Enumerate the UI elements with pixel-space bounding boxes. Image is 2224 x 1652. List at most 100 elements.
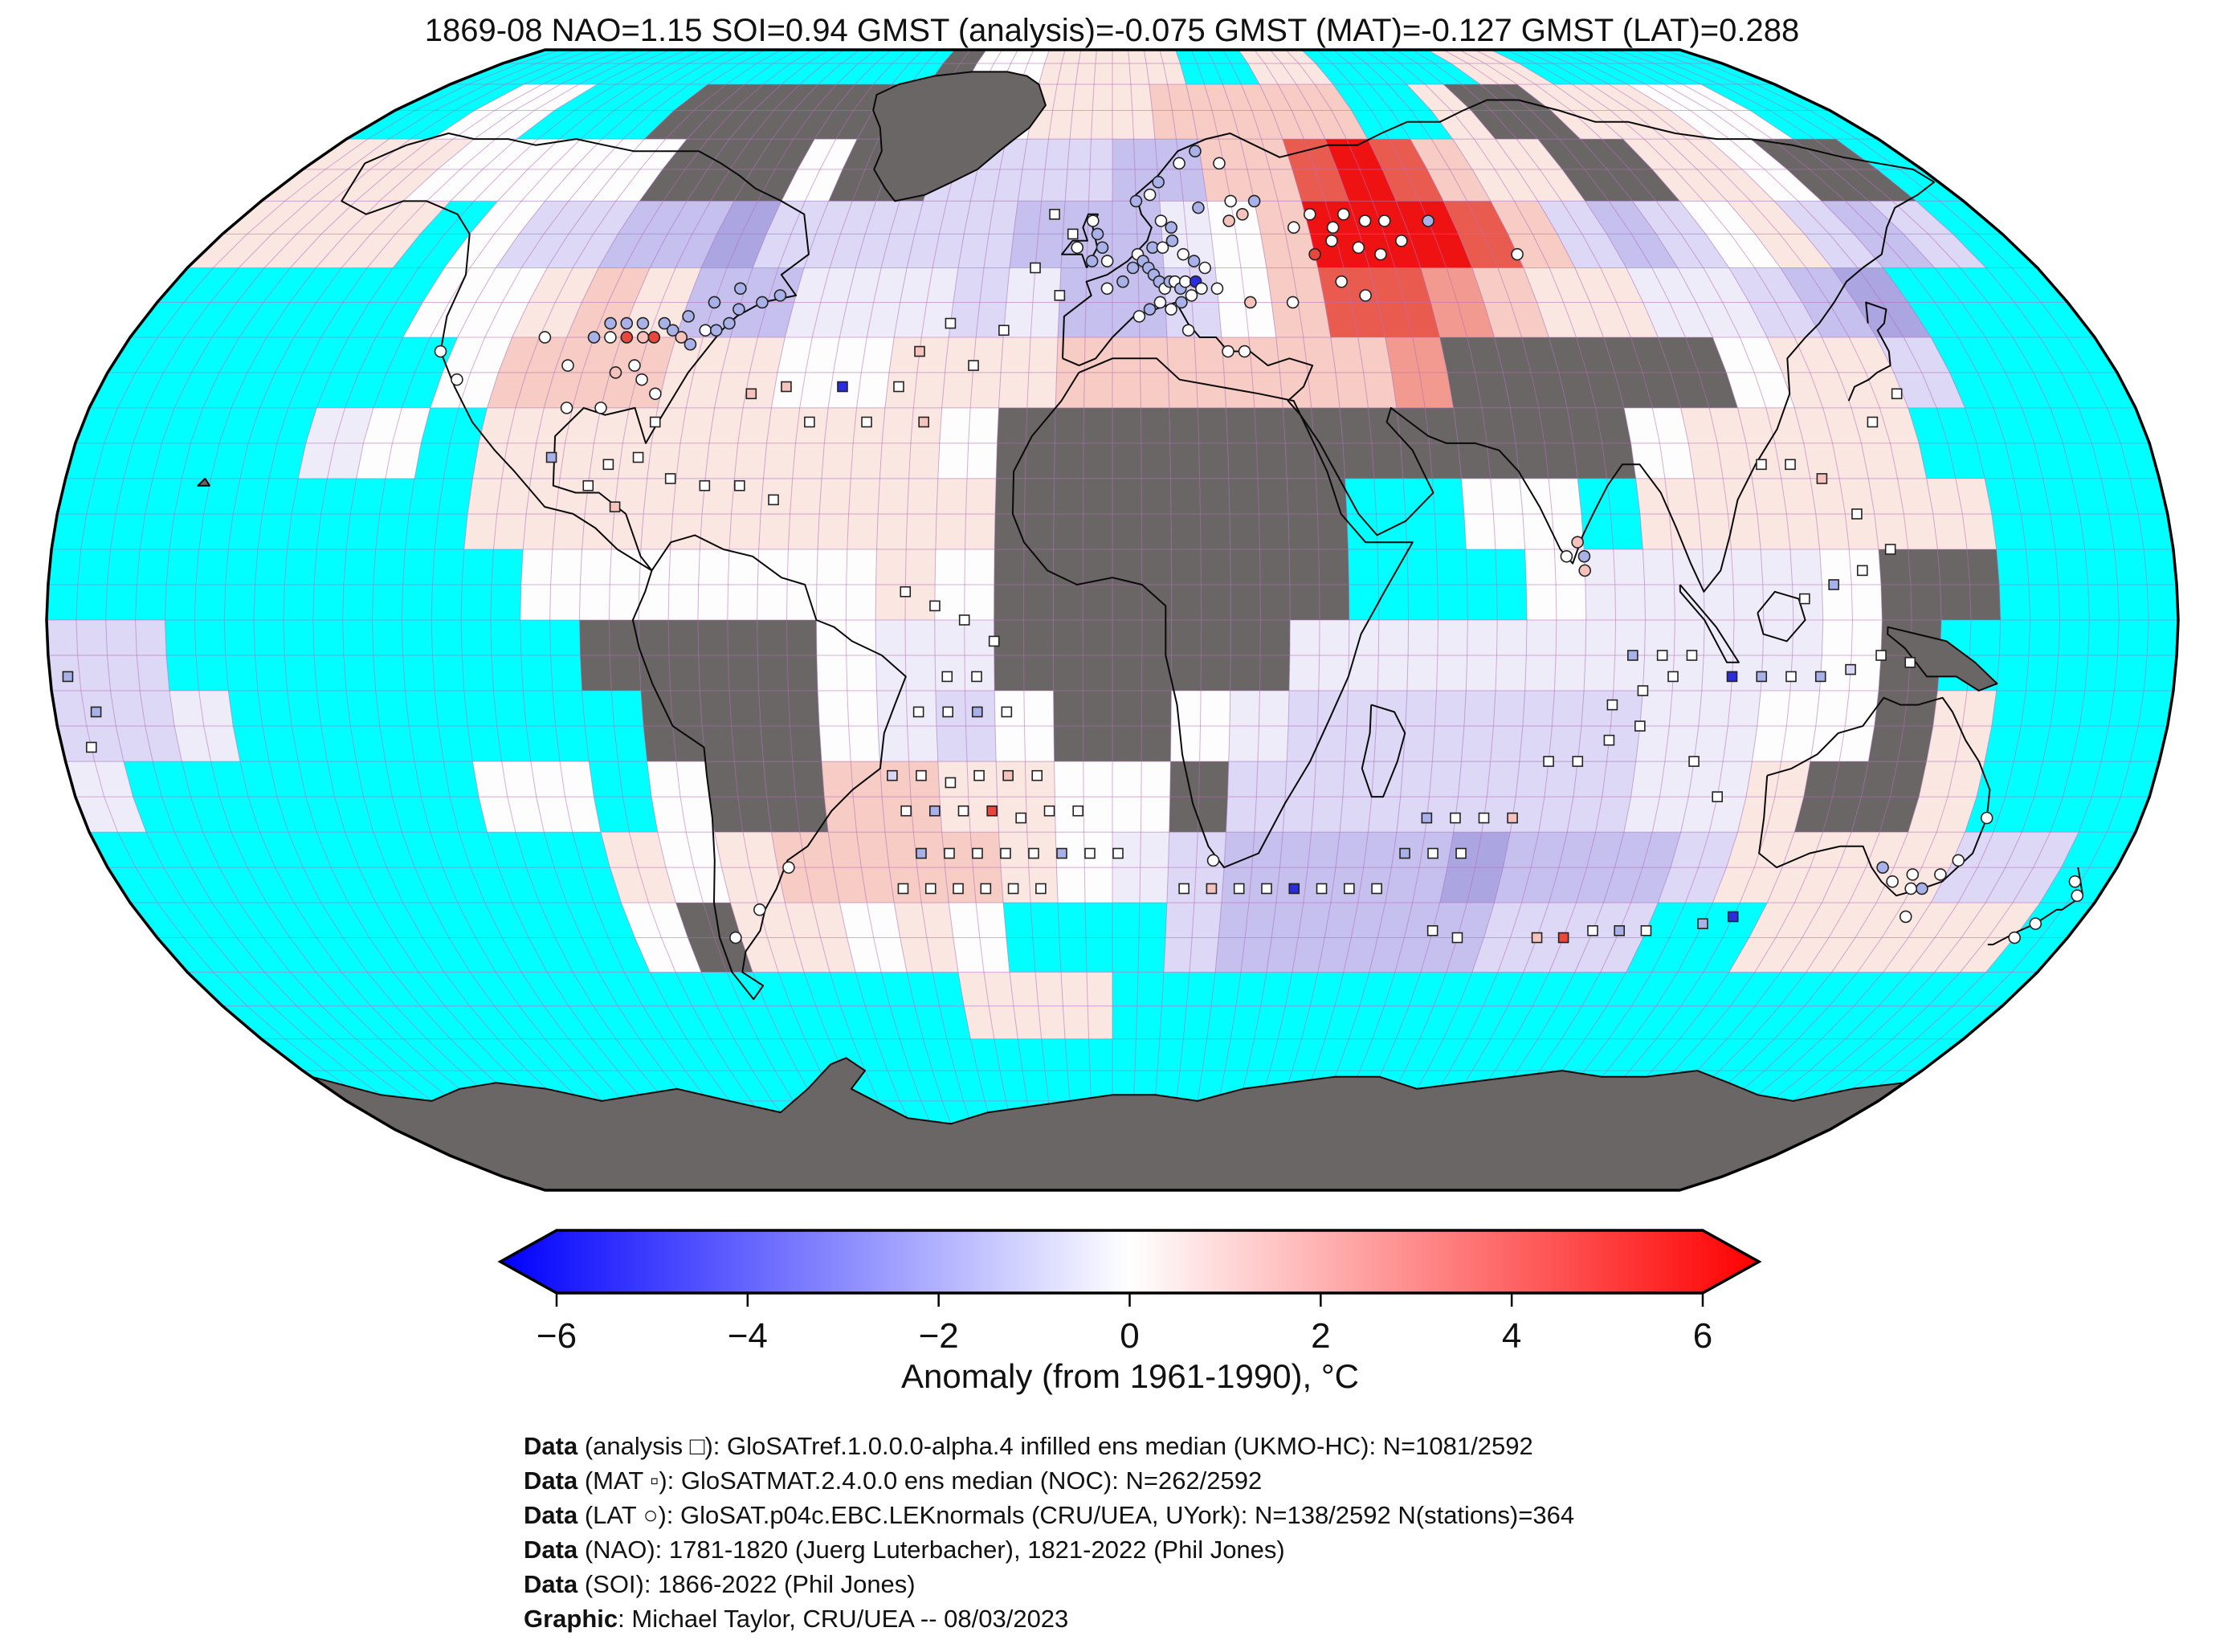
mat-square-marker [1543, 756, 1554, 767]
lat-station-marker [1422, 214, 1434, 227]
graticule-meridian [1082, 49, 1097, 1191]
footer-label: Data [524, 1432, 578, 1460]
mat-square-marker [1426, 925, 1438, 936]
lat-station-marker [2029, 917, 2042, 930]
footer-text: (SOI): 1866-2022 (Phil Jones) [577, 1570, 916, 1598]
lat-station-marker [1899, 910, 1912, 924]
footer-label: Data [524, 1501, 578, 1529]
lat-station-marker [1181, 324, 1195, 337]
mat-square-marker [1785, 459, 1796, 471]
mat-square-marker [893, 381, 904, 393]
mat-square-marker [900, 585, 912, 598]
graticule-meridian [1022, 49, 1066, 1191]
lat-station-marker [1934, 868, 1947, 881]
mat-square-marker [1756, 459, 1767, 471]
grid-cell [1070, 84, 1112, 140]
mat-square-marker [1344, 883, 1355, 895]
mat-square-marker [1884, 544, 1896, 555]
mat-square-marker [602, 459, 614, 471]
mat-square-marker [986, 805, 998, 817]
graticule-meridian [1395, 49, 1647, 1191]
lat-station-marker [1560, 549, 1573, 563]
lat-station-marker [1165, 235, 1179, 247]
grid-cell [1065, 139, 1112, 202]
graticule-meridian [401, 49, 735, 1191]
lat-station-marker [709, 324, 723, 337]
colorbar-bar [497, 1229, 1762, 1295]
hawaii-coastline [197, 477, 210, 487]
grid-cell [444, 201, 545, 268]
graticule-meridian [1600, 49, 2031, 1191]
mat-square-marker [1667, 671, 1679, 683]
lat-station-marker [1224, 194, 1237, 208]
colorbar: −6 −4 −2 0 2 4 6 [497, 1229, 1762, 1356]
lat-station-marker [1906, 868, 1920, 881]
mat-square-marker [1455, 847, 1467, 859]
lat-station-marker [1247, 194, 1261, 208]
graticule-meridian [194, 49, 625, 1191]
lat-station-marker [1165, 303, 1177, 316]
lat-station-marker [2071, 889, 2084, 903]
mat-square-marker [1233, 883, 1245, 895]
grid-cell [1149, 84, 1198, 140]
lat-station-marker [1374, 247, 1387, 261]
lat-station-marker [1395, 235, 1408, 247]
coastlines [197, 71, 2084, 1191]
graticule-meridian [875, 49, 987, 1191]
graticule-meridian [1301, 49, 1468, 1191]
grid-cell [1112, 50, 1149, 84]
grid-cell [1590, 84, 1708, 140]
lat-station-marker [649, 387, 662, 401]
lat-station-marker [658, 316, 671, 330]
footer-label: Data [524, 1570, 578, 1598]
mat-square-marker [609, 501, 621, 512]
lat-station-marker [666, 324, 679, 337]
sumatra-coastline [1679, 584, 1740, 663]
graticule-meridian [1506, 49, 1854, 1191]
mat-square-marker [837, 381, 848, 393]
footer-line-analysis: Data (analysis □): GloSATref.1.0.0.0-alp… [524, 1429, 1574, 1463]
mat-square-marker [664, 473, 676, 484]
mat-square-marker [1875, 650, 1887, 661]
graticule-meridian [1269, 49, 1410, 1191]
lat-station-marker [1154, 214, 1168, 227]
mat-square-marker [944, 847, 955, 859]
lat-station-marker [1116, 275, 1129, 288]
grid-cell [729, 84, 818, 140]
graticule-meridian [786, 49, 940, 1191]
graticule-meridian [460, 49, 766, 1191]
mat-square-marker [1084, 847, 1096, 859]
lat-station-marker [1377, 214, 1391, 227]
mat-square-marker [1399, 847, 1410, 859]
lat-station-marker [635, 373, 648, 386]
footer-text: (analysis □): GloSATref.1.0.0.0-alpha.4 … [577, 1432, 1533, 1460]
mat-square-marker [1756, 671, 1768, 683]
mat-square-marker [953, 883, 964, 895]
lat-station-marker [1187, 255, 1201, 267]
mat-square-marker [1001, 706, 1013, 718]
lat-station-marker [1087, 214, 1100, 227]
lat-station-marker [708, 296, 721, 309]
grid-cell [1664, 84, 1793, 140]
mat-square-marker [745, 388, 757, 400]
mat-square-marker [1421, 812, 1433, 824]
mat-square-marker [972, 847, 983, 859]
lat-station-marker [1192, 201, 1205, 214]
mat-square-marker [582, 479, 594, 492]
mat-square-marker [1450, 812, 1461, 824]
grid-cell [1516, 84, 1623, 140]
mat-square-marker [914, 345, 925, 357]
mat-square-marker [1640, 925, 1652, 936]
colorbar-tick-label: −4 [728, 1316, 768, 1356]
lat-station-marker [1222, 345, 1234, 358]
mat-square-marker [545, 451, 557, 463]
lat-station-marker [1578, 564, 1591, 577]
grid-cell [1206, 201, 1267, 268]
grid-cell [958, 972, 1018, 1039]
lat-station-marker [1210, 282, 1224, 296]
mat-square-marker [988, 635, 1000, 647]
mat-square-marker [1851, 508, 1863, 520]
lat-station-marker [1222, 214, 1235, 227]
